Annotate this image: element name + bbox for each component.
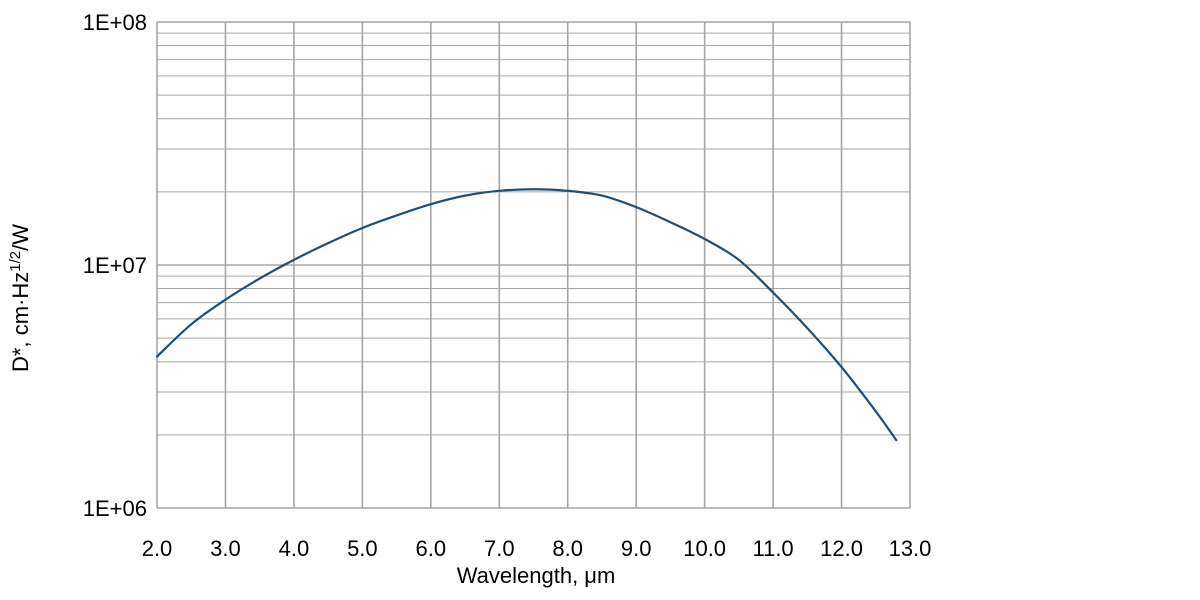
y-tick-label: 1E+07 [83,253,147,278]
x-tick-label: 5.0 [347,536,378,561]
x-tick-label: 11.0 [752,536,793,561]
x-tick-label: 2.0 [142,536,173,561]
x-tick-label: 12.0 [820,536,863,561]
x-tick-label: 8.0 [552,536,583,561]
series-line [155,188,898,442]
x-tick-label: 3.0 [210,536,241,561]
x-tick-label: 6.0 [416,536,447,561]
y-tick-labels: 1E+06 1E+07 1E+08 [83,10,147,521]
y-axis-label-main: D*, cm·Hz [8,272,33,372]
x-tick-label: 10.0 [683,536,726,561]
x-tick-label: 4.0 [279,536,310,561]
x-tick-label: 9.0 [621,536,652,561]
y-tick-label: 1E+06 [83,496,147,521]
y-axis-label: D*, cm·Hz1/2/W [7,224,33,372]
x-axis-label: Wavelength, μm [457,563,616,588]
x-tick-label: 13.0 [889,536,932,561]
x-tick-label: 7.0 [484,536,515,561]
y-axis-label-tail: /W [8,224,33,251]
grid [156,21,911,509]
x-tick-labels: 2.0 3.0 4.0 5.0 6.0 7.0 8.0 9.0 10.0 11.0 12.0 13.0 [142,536,932,561]
y-tick-label: 1E+08 [83,10,147,35]
y-axis-label-sup: 1/2 [7,251,24,272]
